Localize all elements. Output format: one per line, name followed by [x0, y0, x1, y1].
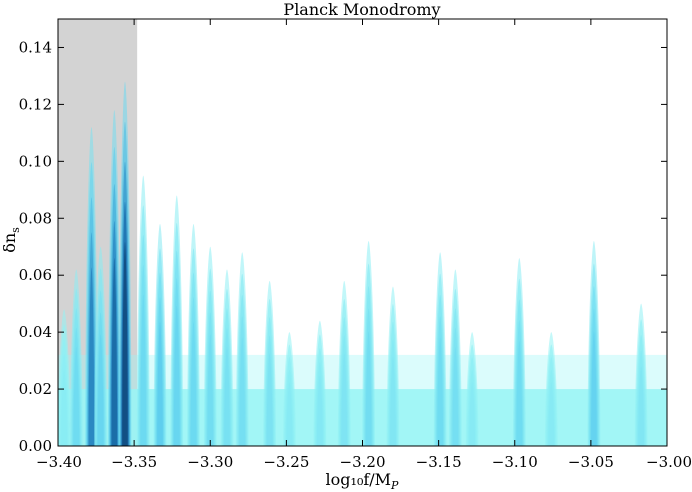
- ticks-layer: −3.40 −3.35 −3.30 −3.25 −3.20 −3.15 −3.10 −3.05…: [19, 19, 692, 471]
- density-contour: [390, 356, 396, 446]
- y-tick-label: 0.02: [19, 380, 52, 398]
- density-peak: [313, 320, 327, 446]
- density-contour: [111, 257, 118, 446]
- y-tick-label: 0.06: [19, 266, 52, 284]
- density-contour: [638, 366, 644, 446]
- density-contour: [317, 375, 323, 446]
- density-contour: [157, 321, 163, 446]
- density-contour: [73, 347, 80, 446]
- density-peak: [448, 269, 462, 446]
- x-axis-title: log₁₀f/MP: [326, 470, 400, 492]
- density-contour: [239, 337, 246, 446]
- y-axis-title-sub: s: [9, 227, 22, 233]
- density-peak: [512, 258, 526, 446]
- x-tick-label: −3.25: [263, 453, 309, 471]
- density-contour: [207, 334, 214, 446]
- density-contour: [516, 340, 523, 446]
- plot-area: [58, 19, 667, 446]
- x-axis-title-sub: P: [390, 479, 399, 492]
- density-peak: [587, 241, 601, 446]
- x-tick-label: −3.20: [340, 453, 386, 471]
- density-peak: [235, 252, 249, 446]
- x-tick-label: −3.40: [36, 453, 82, 471]
- x-tick-label: −3.00: [646, 453, 692, 471]
- density-peak: [386, 286, 400, 446]
- density-contour: [97, 334, 104, 446]
- density-peak: [203, 246, 217, 446]
- y-axis-title-main: δn: [0, 233, 19, 253]
- density-contour: [286, 382, 293, 446]
- density-peak: [170, 195, 184, 446]
- density-contour: [469, 382, 475, 446]
- x-tick-label: −3.10: [492, 453, 538, 471]
- density-contour: [173, 305, 180, 446]
- density-peak: [544, 332, 558, 446]
- density-peak: [263, 280, 277, 446]
- density-contour: [88, 267, 95, 446]
- density-peak: [283, 332, 296, 446]
- y-tick-label: 0.08: [19, 209, 52, 227]
- chart-title: Planck Monodromy: [283, 0, 440, 19]
- y-tick-label: 0.00: [19, 437, 52, 455]
- y-tick-label: 0.14: [19, 38, 52, 56]
- density-layer: [58, 81, 667, 446]
- y-tick-label: 0.12: [19, 95, 52, 113]
- density-peak: [187, 223, 200, 446]
- density-peak: [362, 241, 375, 446]
- density-peak: [153, 223, 167, 446]
- y-axis-title: δns: [0, 227, 22, 253]
- density-contour: [437, 337, 443, 446]
- density-contour: [452, 347, 459, 446]
- x-tick-label: −3.05: [568, 453, 614, 471]
- density-peak: [634, 303, 648, 446]
- density-peak: [433, 252, 447, 446]
- density-contour: [140, 294, 147, 446]
- x-tick-label: −3.15: [416, 453, 462, 471]
- density-peak: [94, 246, 108, 446]
- x-axis-title-main: log₁₀f/M: [326, 470, 392, 489]
- density-contour: [548, 382, 555, 446]
- y-tick-label: 0.04: [19, 323, 52, 341]
- density-peak: [107, 110, 121, 446]
- density-peak: [69, 269, 83, 446]
- density-peak: [465, 332, 479, 446]
- density-contour: [266, 353, 273, 446]
- density-contour: [591, 331, 597, 446]
- density-contour: [122, 241, 128, 446]
- density-contour: [365, 331, 372, 446]
- density-peak: [337, 280, 351, 446]
- x-tick-label: −3.30: [187, 453, 233, 471]
- x-tick-label: −3.35: [111, 453, 157, 471]
- density-contour: [341, 353, 348, 446]
- density-peak: [136, 175, 150, 446]
- density-peak: [220, 269, 234, 446]
- density-contour: [224, 347, 230, 446]
- density-peak: [118, 81, 132, 446]
- density-peak: [58, 309, 71, 446]
- density-peak: [85, 127, 98, 446]
- density-contour: [190, 321, 197, 446]
- y-tick-label: 0.10: [19, 152, 52, 170]
